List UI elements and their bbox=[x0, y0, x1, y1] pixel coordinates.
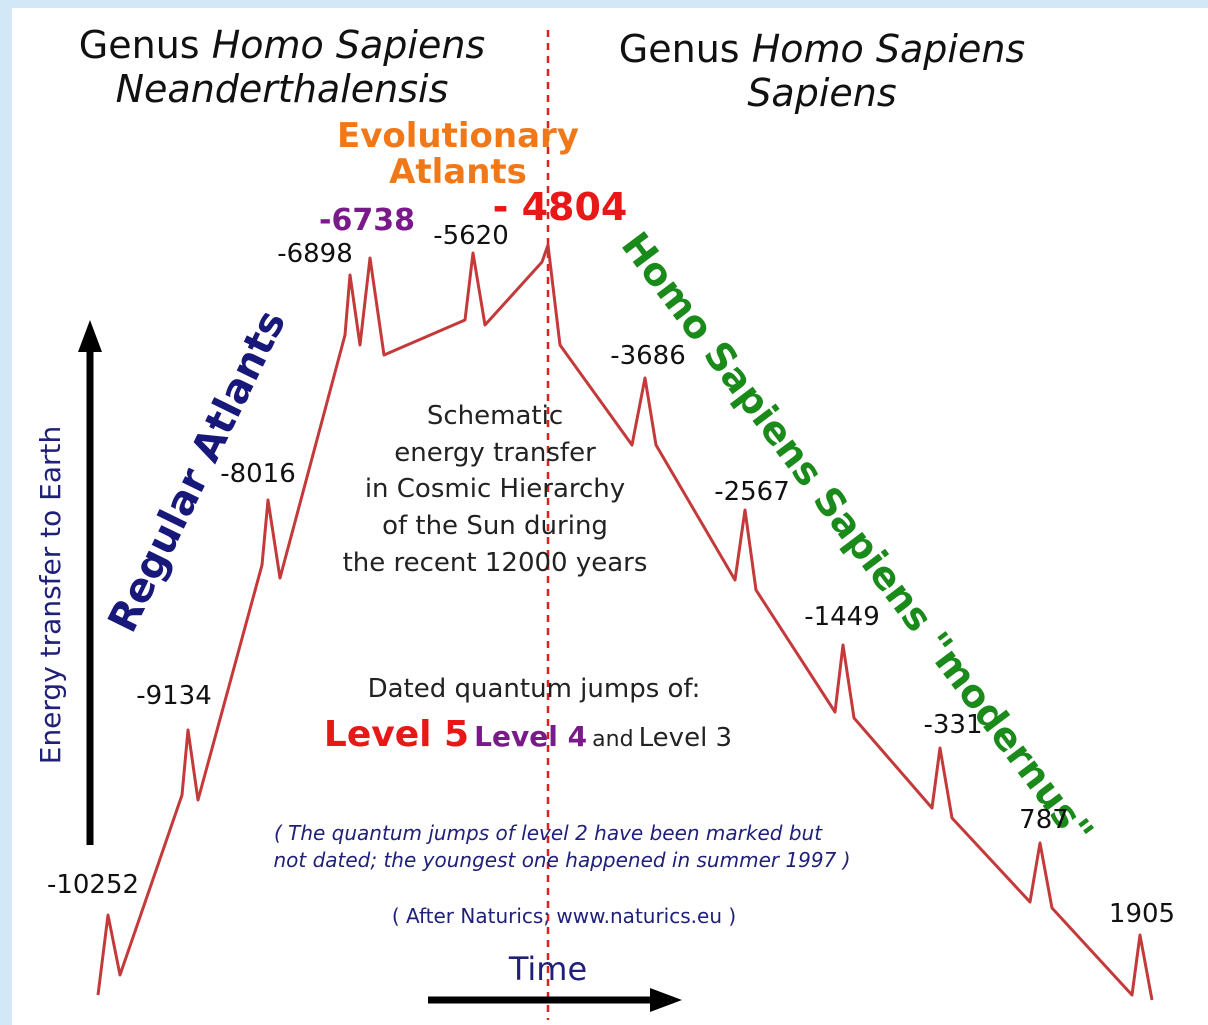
peak-label: -6898 bbox=[277, 239, 353, 269]
description-line: Schematic bbox=[427, 401, 563, 431]
description-line: energy transfer bbox=[394, 438, 596, 468]
peak-label: 1905 bbox=[1109, 899, 1175, 929]
species: Homo Sapiens bbox=[212, 23, 486, 67]
energy-curve bbox=[96, 243, 1154, 1001]
note: not dated; the youngest one happened in … bbox=[273, 848, 850, 872]
peak-label: -10252 bbox=[47, 870, 139, 900]
legend-levels: Level 5 Level 4 and Level 3 bbox=[324, 714, 732, 755]
peak-label: -3686 bbox=[610, 341, 686, 371]
subspecies: Neanderthalensis bbox=[116, 67, 449, 111]
genus: Genus bbox=[79, 23, 200, 67]
peak-label: - 4804 bbox=[493, 185, 628, 229]
description-line: the recent 12000 years bbox=[343, 548, 648, 578]
credit: ( After Naturics; www.naturics.eu ) bbox=[392, 904, 736, 928]
x-arrow-head bbox=[650, 988, 682, 1012]
evolutionary-label: Atlants bbox=[389, 152, 527, 192]
peak-label: -8016 bbox=[220, 459, 296, 489]
description: Schematic energy transfer in Cosmic Hierar… bbox=[343, 401, 648, 578]
peak-label: -9134 bbox=[136, 681, 212, 711]
peak-label: 787 bbox=[1019, 805, 1069, 835]
species: Homo Sapiens bbox=[752, 27, 1026, 71]
legend-intro: Dated quantum jumps of: bbox=[368, 674, 701, 704]
genus: Genus bbox=[619, 27, 740, 71]
peak-label: -1449 bbox=[804, 602, 880, 632]
y-arrow-head bbox=[78, 320, 102, 352]
y-axis-label: Energy transfer to Earth bbox=[34, 426, 67, 765]
panel bbox=[12, 8, 1208, 1025]
evolutionary-label: Evolutionary bbox=[337, 116, 579, 156]
description-line: of the Sun during bbox=[382, 511, 608, 541]
level3: Level 3 bbox=[639, 723, 732, 753]
level4: Level 4 bbox=[474, 720, 587, 753]
header-left: Genus Homo Sapiens bbox=[79, 23, 485, 67]
subspecies: Sapiens bbox=[747, 71, 896, 115]
peak-label: -5620 bbox=[433, 221, 509, 251]
peak-labels: -10252 -9134 -8016 -6898-6738 -5620- 4804 -36… bbox=[47, 185, 1175, 929]
note: ( The quantum jumps of level 2 have been… bbox=[274, 821, 823, 845]
x-axis-label: Time bbox=[508, 950, 587, 988]
level5: Level 5 bbox=[324, 714, 469, 755]
description-line: in Cosmic Hierarchy bbox=[365, 474, 625, 504]
peak-label: -2567 bbox=[714, 477, 790, 507]
peak-label: -6738 bbox=[319, 203, 415, 238]
peak-label: -331 bbox=[923, 710, 982, 740]
and: and bbox=[592, 727, 633, 752]
header-right: Genus Homo Sapiens bbox=[619, 27, 1025, 71]
